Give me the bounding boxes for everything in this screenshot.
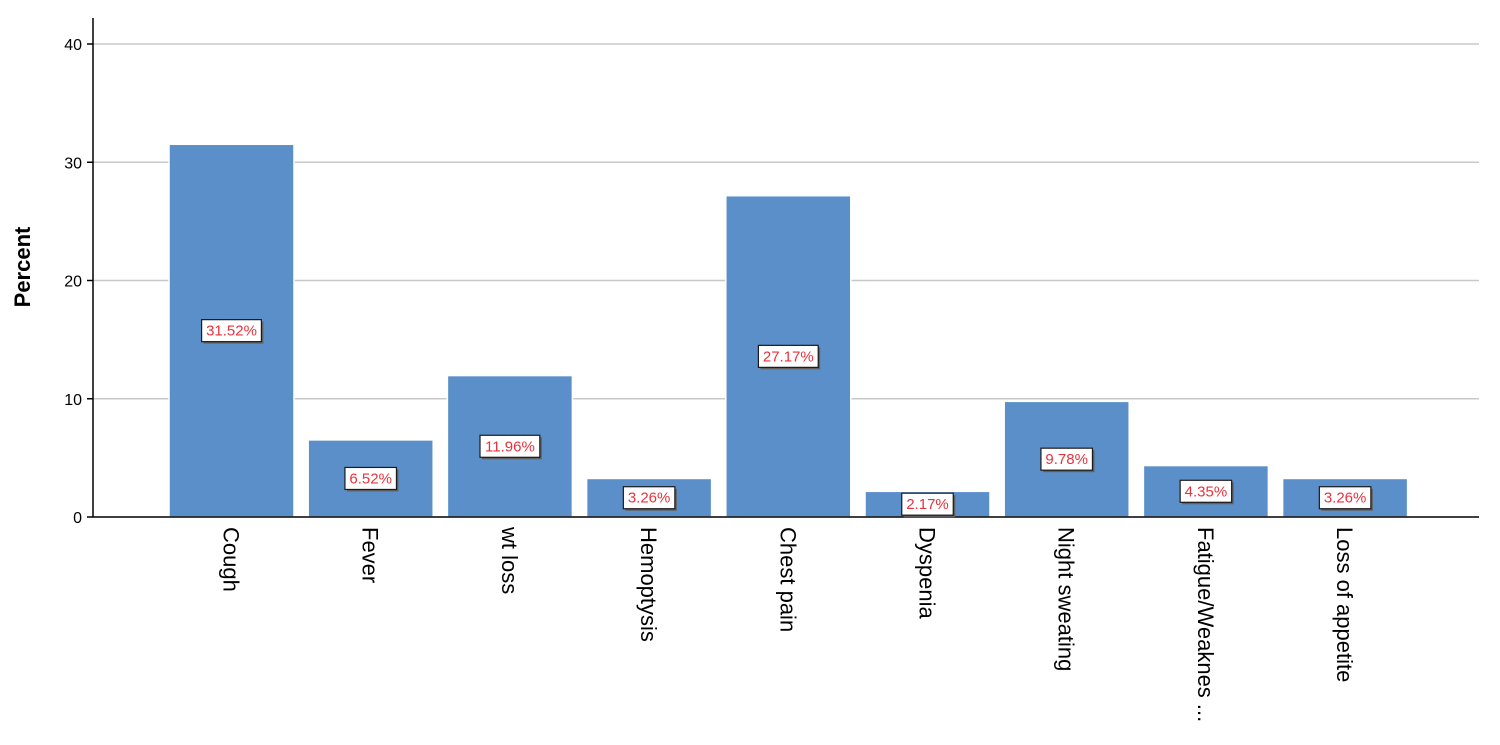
data-label-box — [757, 344, 819, 368]
data-label: 4.35% — [1179, 479, 1234, 505]
data-label: 11.96% — [479, 434, 542, 460]
bars — [168, 143, 1409, 518]
data-label: 6.52% — [344, 466, 399, 492]
y-tick-label: 10 — [64, 392, 82, 409]
data-label-text: 4.35% — [1185, 483, 1228, 500]
x-tick-label: wt loss — [497, 526, 522, 594]
x-tick-label: Cough — [219, 527, 244, 592]
data-label-text: 3.26% — [628, 490, 671, 507]
y-axis-ticks: 0 10 20 30 40 — [64, 37, 93, 527]
y-tick-label: 30 — [64, 155, 82, 172]
x-tick-label: Dyspenia — [915, 527, 940, 619]
data-label-box — [622, 486, 676, 510]
x-tick-label: Fatigue/Weaknes ... — [1193, 527, 1218, 722]
data-label: 27.17% — [757, 344, 821, 370]
x-tick-label: Night sweating — [1054, 527, 1079, 671]
data-label-text: 6.52% — [349, 470, 392, 487]
data-label-box — [201, 319, 263, 343]
x-tick-label: Hemoptysis — [636, 527, 661, 642]
data-label-box — [1179, 479, 1233, 503]
data-label-text: 9.78% — [1045, 451, 1088, 468]
data-label-text: 31.52% — [206, 323, 257, 340]
data-label-text: 3.26% — [1324, 490, 1367, 507]
data-label: 3.26% — [622, 486, 677, 511]
axes — [92, 18, 1479, 518]
y-tick-label: 0 — [73, 510, 82, 527]
data-label-box — [344, 466, 398, 491]
y-tick-label: 40 — [64, 37, 82, 54]
data-label: 31.52% — [201, 319, 264, 344]
x-tick-label: Fever — [358, 527, 383, 583]
data-label-text: 2.17% — [906, 496, 949, 513]
x-axis-ticks: Cough Fever wt loss Hemoptysis Chest pain Dys… — [219, 526, 1358, 722]
data-label-text: 27.17% — [763, 348, 814, 365]
data-labels: 31.52% 6.52% 11.96% 3.26% 27.17% 2.17% 9.78% 4.… — [201, 319, 1373, 518]
y-tick-label: 20 — [64, 274, 82, 291]
data-label-box — [479, 434, 541, 458]
y-axis-title: Percent — [10, 226, 35, 307]
data-label: 9.78% — [1040, 447, 1095, 473]
x-tick-label: Chest pain — [775, 527, 800, 632]
data-label: 3.26% — [1318, 486, 1373, 511]
data-label-box — [1040, 447, 1094, 471]
data-label-text: 11.96% — [485, 438, 535, 455]
data-label-box — [1318, 486, 1372, 510]
data-label: 2.17% — [901, 492, 956, 518]
x-tick-label: Loss of appetite — [1332, 527, 1357, 682]
data-label-box — [901, 492, 954, 516]
